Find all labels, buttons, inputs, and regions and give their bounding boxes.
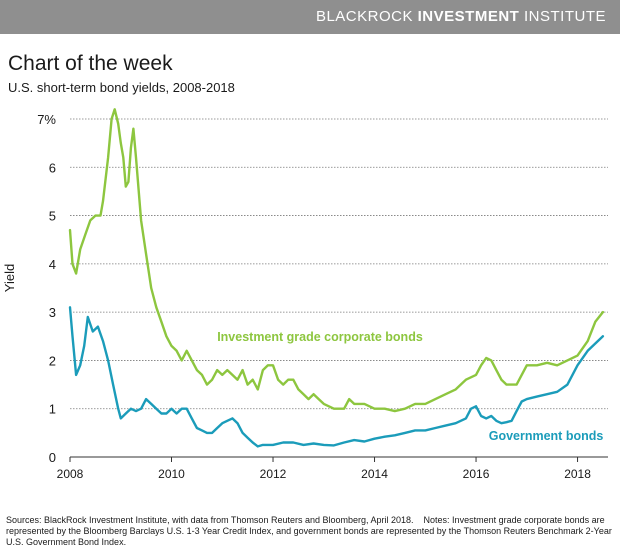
- brand-part-investment: INVESTMENT: [417, 8, 520, 25]
- x-tick-label-2016: 2016: [463, 467, 490, 481]
- header-banner: BLACKROCK INVESTMENT INSTITUTE: [0, 0, 620, 34]
- footnote-sources: Sources: BlackRock Investment Institute,…: [6, 515, 414, 525]
- brand-logo-text: BLACKROCK INVESTMENT INSTITUTE: [316, 8, 606, 25]
- x-tick-label-2014: 2014: [361, 467, 388, 481]
- y-tick-label-1: 1: [49, 402, 56, 417]
- y-tick-label-6: 6: [49, 160, 56, 175]
- chart-title: Chart of the week: [8, 52, 173, 75]
- brand-part-blackrock: BLACKROCK: [315, 8, 413, 25]
- y-tick-label-5: 5: [49, 209, 56, 224]
- x-tick-label-2008: 2008: [57, 467, 84, 481]
- x-tick-label-2012: 2012: [260, 467, 287, 481]
- x-tick-label-2010: 2010: [158, 467, 185, 481]
- series-line-government: [68, 306, 605, 448]
- x-tick-label-2018: 2018: [564, 467, 591, 481]
- yield-chart: 0 1 2 3 4 5 6 7% 2008 2010 2012 2014 2016 2018 Yield In…: [2, 108, 608, 481]
- annotation-corporate: Investment grade corporate bonds: [217, 330, 423, 344]
- y-tick-label-0: 0: [49, 450, 56, 465]
- annotation-government: Government bonds: [489, 429, 604, 443]
- y-tick-label-2: 2: [49, 353, 56, 368]
- footnote-notes: Notes: Investment grade corporate bonds …: [6, 515, 612, 547]
- chart-subtitle: U.S. short-term bond yields, 2008-2018: [8, 80, 235, 95]
- brand-part-institute: INSTITUTE: [524, 8, 606, 25]
- series-line-corporate: [68, 108, 605, 413]
- y-tick-label-7: 7%: [37, 112, 56, 127]
- y-tick-label-3: 3: [49, 305, 56, 320]
- y-tick-label-4: 4: [49, 257, 56, 272]
- y-axis-label: Yield: [2, 264, 17, 292]
- footnote: Sources: BlackRock Investment Institute,…: [6, 515, 616, 548]
